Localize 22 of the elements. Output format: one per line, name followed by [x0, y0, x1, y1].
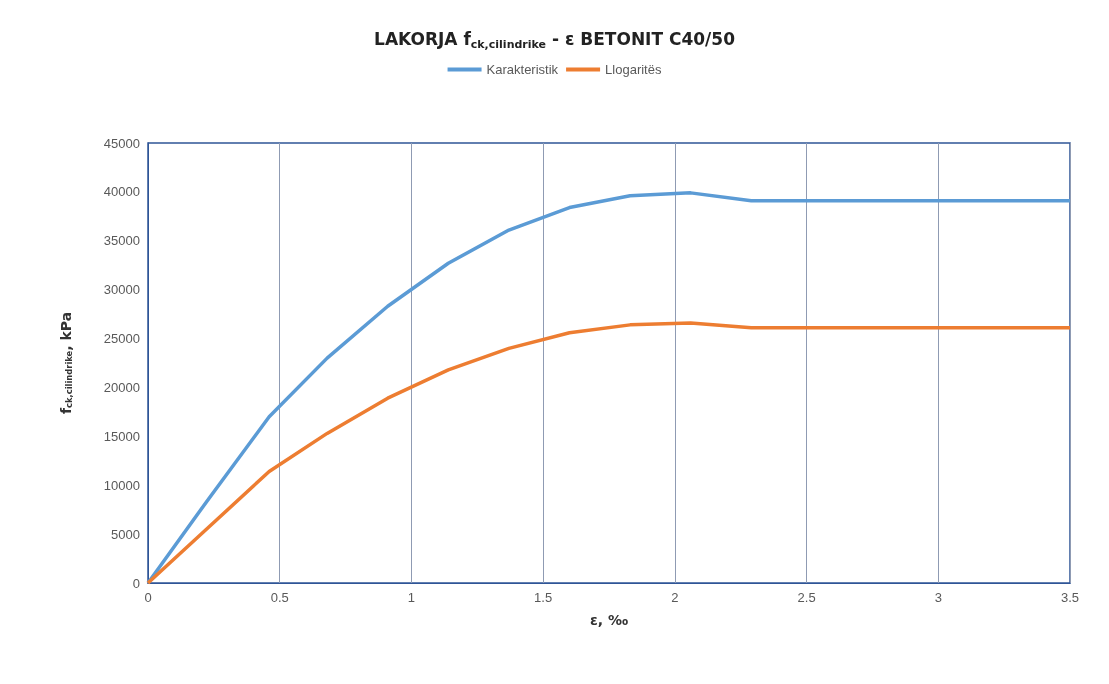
legend-label: Karakteristik [486, 62, 559, 77]
y-tick-label: 20000 [103, 379, 140, 395]
y-tick-label: 45000 [103, 135, 140, 151]
x-tick-label: 1.5 [534, 590, 553, 605]
y-tick-label: 15000 [103, 428, 140, 444]
legend-label: Llogaritës [605, 62, 662, 77]
x-axis-title: ε, ‰ [589, 612, 629, 628]
x-tick-label: 0.5 [270, 590, 289, 605]
y-tick-label: 40000 [103, 184, 140, 200]
y-axis-title: fck,cilindrike, kPa [57, 311, 74, 415]
x-tick-label: 2.5 [797, 590, 816, 605]
y-tick-label: 35000 [103, 233, 140, 249]
y-tick-label: 10000 [103, 477, 140, 493]
x-tick-label: 1 [407, 590, 416, 605]
y-tick-label: 30000 [103, 282, 140, 298]
x-tick-label: 0 [144, 590, 152, 605]
x-tick-label: 2 [671, 590, 679, 605]
x-tick-label: 3.5 [1060, 590, 1080, 605]
y-tick-label: 25000 [103, 331, 140, 347]
x-tick-label: 3 [934, 590, 942, 605]
y-tick-label: 5000 [111, 526, 140, 542]
y-tick-label: 0 [132, 575, 140, 591]
